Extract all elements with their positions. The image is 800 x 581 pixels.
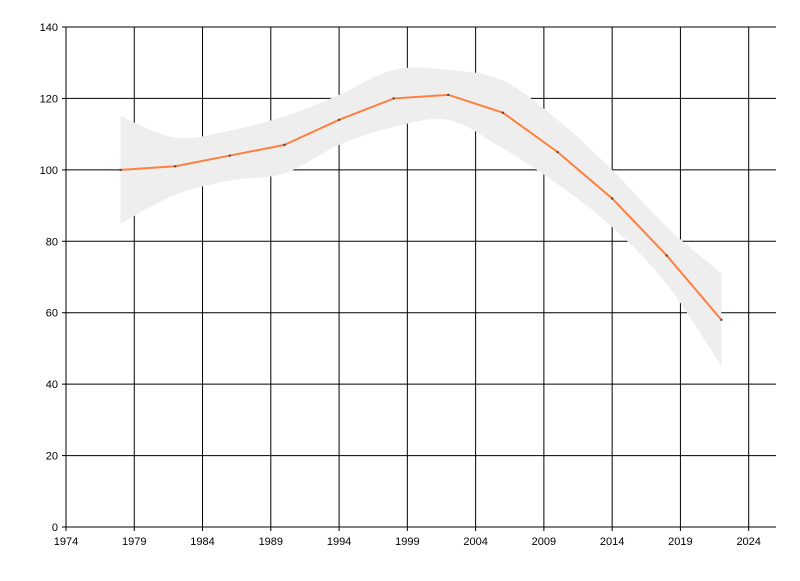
data-point	[720, 318, 723, 321]
data-point	[611, 197, 614, 200]
data-point	[665, 254, 668, 257]
x-tick-labels: 1974 1979 1984 1989 1994 1999 2004 2009 2014 2019…	[54, 536, 761, 548]
x-tick-label: 2004	[463, 536, 487, 548]
x-tick-label: 1994	[327, 536, 351, 548]
x-tick-label: 1979	[122, 536, 146, 548]
y-tick-label: 40	[46, 379, 58, 391]
y-tick-label: 100	[40, 165, 58, 177]
data-point	[174, 165, 177, 168]
data-point	[556, 151, 559, 153]
x-tick-label: 1984	[190, 536, 214, 548]
data-point	[501, 111, 504, 114]
data-point	[338, 118, 341, 121]
x-tick-label: 2019	[668, 536, 692, 548]
confidence-band	[120, 67, 722, 367]
x-tick-label: 1999	[395, 536, 419, 548]
series-line	[120, 93, 723, 321]
y-tick-label: 20	[46, 451, 58, 463]
data-point	[392, 97, 395, 100]
data-point	[447, 93, 450, 96]
data-point	[228, 154, 231, 157]
x-tick-label: 2014	[600, 536, 624, 548]
x-tick-label: 1974	[54, 536, 78, 548]
x-tick-label: 2024	[736, 536, 760, 548]
y-tick-label: 140	[40, 22, 58, 34]
y-tick-label: 80	[46, 236, 58, 248]
axes	[62, 26, 776, 531]
markers	[119, 93, 723, 321]
y-tick-label: 120	[40, 93, 58, 105]
y-tick-label: 60	[46, 308, 58, 320]
data-point	[283, 143, 286, 146]
x-tick-label: 1989	[259, 536, 283, 548]
y-tick-label: 0	[52, 522, 58, 534]
x-tick-label: 2009	[532, 536, 556, 548]
data-point	[119, 168, 122, 171]
y-tick-labels: 0 20 40 60 80 100 120 140	[40, 22, 58, 534]
